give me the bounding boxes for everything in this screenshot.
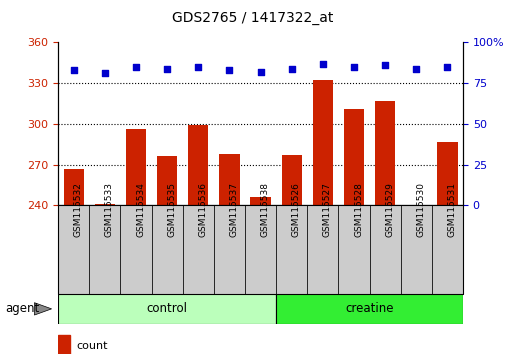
Point (318, 61, 326, 67)
Point (380, 62, 388, 68)
Text: GDS2765 / 1417322_at: GDS2765 / 1417322_at (172, 11, 333, 25)
Text: GSM115536: GSM115536 (198, 182, 207, 237)
Point (70, 67, 78, 73)
Point (194, 64, 202, 70)
Point (349, 64, 358, 70)
Text: GSM115531: GSM115531 (446, 182, 456, 237)
Bar (343, 109, 364, 205)
Polygon shape (34, 303, 52, 315)
Bar (436, 142, 457, 205)
Bar (307, 205, 338, 294)
Bar (188, 125, 208, 205)
Bar (276, 294, 462, 324)
Text: control: control (146, 302, 187, 315)
Bar (338, 205, 369, 294)
Point (442, 64, 450, 70)
Point (256, 69, 264, 75)
Text: GSM115529: GSM115529 (384, 182, 393, 237)
Bar (152, 205, 182, 294)
Text: creatine: creatine (344, 302, 393, 315)
Bar (64, 169, 84, 205)
Text: GSM115528: GSM115528 (354, 182, 362, 237)
Point (225, 67, 233, 73)
Bar (400, 205, 431, 294)
Bar (182, 205, 214, 294)
Bar (281, 155, 301, 205)
Bar (250, 197, 270, 205)
Text: GSM115527: GSM115527 (322, 182, 331, 237)
Text: agent: agent (5, 302, 39, 315)
Bar (58, 205, 89, 294)
Text: GSM115533: GSM115533 (105, 182, 114, 237)
Point (287, 66, 295, 72)
Text: count: count (76, 341, 108, 351)
Bar (120, 205, 152, 294)
Bar (126, 129, 146, 205)
Point (163, 66, 171, 72)
Bar (312, 80, 332, 205)
Text: GSM115532: GSM115532 (74, 182, 83, 237)
Text: GSM115534: GSM115534 (136, 182, 145, 237)
Text: GSM115535: GSM115535 (167, 182, 176, 237)
Bar (431, 205, 462, 294)
Bar (369, 205, 400, 294)
Text: GSM115530: GSM115530 (416, 182, 424, 237)
Bar (89, 205, 120, 294)
Point (132, 64, 140, 70)
Bar (219, 154, 239, 205)
Text: GSM115538: GSM115538 (260, 182, 269, 237)
Text: GSM115526: GSM115526 (291, 182, 300, 237)
Bar (157, 156, 177, 205)
Bar (58, 335, 70, 354)
Text: GSM115537: GSM115537 (229, 182, 238, 237)
Bar (374, 101, 394, 205)
Bar (94, 204, 115, 205)
Bar (244, 205, 276, 294)
Point (412, 66, 420, 72)
Bar (276, 205, 307, 294)
Bar (58, 294, 276, 324)
Bar (214, 205, 244, 294)
Point (100, 70, 109, 76)
